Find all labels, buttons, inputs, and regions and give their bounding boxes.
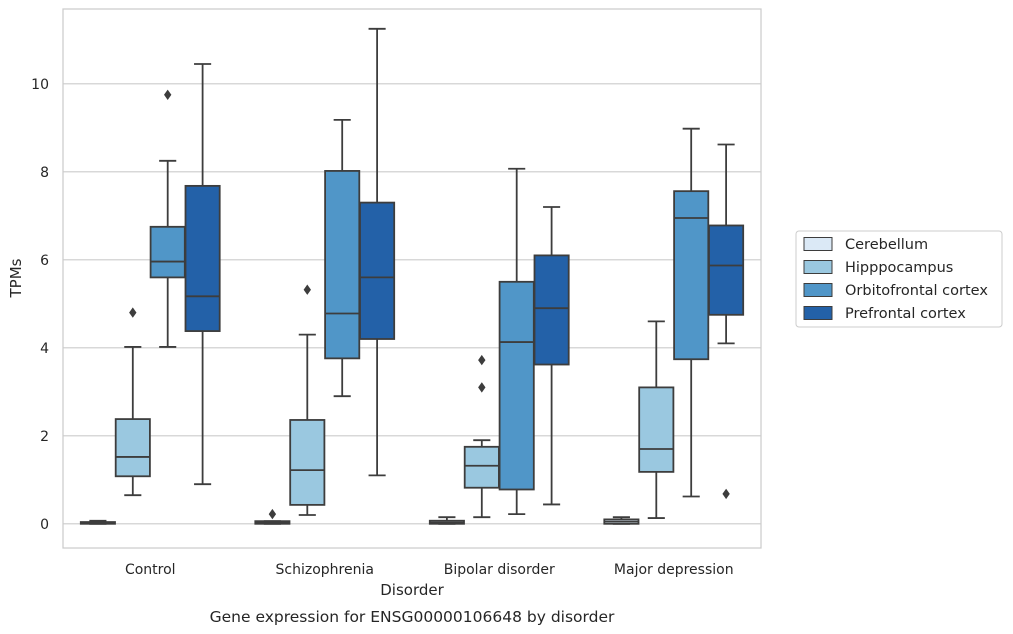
chart-caption: Gene expression for ENSG00000106648 by d… <box>210 608 615 626</box>
box-major-depression-orbitofrontal-cortex-iqr <box>673 190 710 361</box>
legend-label-cerebellum: Cerebellum <box>845 237 928 253</box>
box-control-orbitofrontal-cortex-iqr <box>149 225 186 279</box>
legend-swatch-hipppocampus <box>803 260 833 274</box>
legend-label-hipppocampus: Hipppocampus <box>845 260 953 276</box>
box-schizophrenia-cerebellum-outlier-0 <box>268 508 277 520</box>
box-schizophrenia-prefrontal-cortex <box>359 27 396 477</box>
box-control-prefrontal-cortex <box>184 63 221 486</box>
box-major-depression-hipppocampus-iqr <box>638 386 675 473</box>
box-bipolar-disorder-hipppocampus-outlier-0 <box>478 382 486 393</box>
box-control-hipppocampus <box>114 307 151 497</box>
box-schizophrenia-orbitofrontal-cortex <box>324 118 361 398</box>
legend: Cerebellum Hipppocampus Orbitofrontal cort… <box>795 230 1003 328</box>
box-control-prefrontal-cortex-iqr <box>184 184 221 332</box>
legend-label-orbitofrontal-cortex: Orbitofrontal cortex <box>845 283 988 299</box>
box-major-depression-hipppocampus <box>638 320 675 519</box>
box-bipolar-disorder-orbitofrontal-cortex-iqr <box>498 280 535 491</box>
box-major-depression-cerebellum <box>603 516 640 525</box>
x-axis-title: Disorder <box>380 581 444 599</box>
x-tick-label-major-depression: Major depression <box>614 562 734 578</box>
box-major-depression-prefrontal-cortex-outlier-0 <box>722 488 730 500</box>
plot-frame <box>62 8 762 549</box>
box-bipolar-disorder-hipppocampus-outlier-1 <box>478 354 486 366</box>
legend-item-cerebellum: Cerebellum <box>803 237 928 253</box>
y-tick-label-0: 0 <box>40 517 49 533</box>
box-control-cerebellum <box>79 519 116 525</box>
box-control-orbitofrontal-cortex-outlier-0 <box>164 89 172 100</box>
box-bipolar-disorder-orbitofrontal-cortex <box>498 167 535 516</box>
box-control-hipppocampus-outlier-0 <box>129 307 137 318</box>
box-bipolar-disorder-prefrontal-cortex <box>533 206 570 506</box>
y-axis-ticks: 0 2 4 6 8 10 <box>31 77 49 533</box>
legend-label-prefrontal-cortex: Prefrontal cortex <box>845 306 966 322</box>
box-control-orbitofrontal-cortex <box>149 89 186 348</box>
box-bipolar-disorder-cerebellum <box>428 516 465 525</box>
legend-item-hipppocampus: Hipppocampus <box>803 260 953 276</box>
x-tick-label-schizophrenia: Schizophrenia <box>276 562 374 578</box>
box-schizophrenia-orbitofrontal-cortex-iqr <box>324 170 361 360</box>
box-bipolar-disorder-prefrontal-cortex-iqr <box>533 254 570 366</box>
box-bipolar-disorder-hipppocampus <box>463 354 500 519</box>
y-axis-title: TPMs <box>7 258 25 298</box>
box-major-depression-orbitofrontal-cortex <box>673 127 710 498</box>
box-schizophrenia-prefrontal-cortex-iqr <box>359 201 396 340</box>
legend-frame <box>795 230 1003 328</box>
legend-swatch-orbitofrontal-cortex <box>803 283 833 297</box>
box-bipolar-disorder-hipppocampus-iqr <box>463 445 500 489</box>
box-schizophrenia-hipppocampus-outlier-0 <box>303 284 311 295</box>
boxes <box>79 27 745 525</box>
x-tick-label-bipolar-disorder: Bipolar disorder <box>444 562 555 578</box>
box-schizophrenia-hipppocampus <box>289 284 326 516</box>
box-schizophrenia-hipppocampus-iqr <box>289 419 326 506</box>
legend-item-orbitofrontal-cortex: Orbitofrontal cortex <box>803 283 988 299</box>
legend-swatch-prefrontal-cortex <box>803 306 833 320</box>
x-tick-label-control: Control <box>125 562 176 578</box>
y-tick-label-2: 2 <box>40 429 49 445</box>
box-control-hipppocampus-iqr <box>114 418 151 478</box>
x-axis-ticks: Control Schizophrenia Bipolar disorder Majo… <box>125 562 734 578</box>
y-tick-label-8: 8 <box>40 165 49 181</box>
box-major-depression-prefrontal-cortex-iqr <box>708 224 745 316</box>
y-tick-label-10: 10 <box>31 77 49 93</box>
legend-swatch-cerebellum <box>803 237 833 251</box>
legend-item-prefrontal-cortex: Prefrontal cortex <box>803 306 966 322</box>
y-tick-label-6: 6 <box>40 253 49 269</box>
box-major-depression-prefrontal-cortex <box>708 143 745 500</box>
y-tick-label-4: 4 <box>40 341 49 357</box>
box-schizophrenia-cerebellum <box>254 508 291 525</box>
